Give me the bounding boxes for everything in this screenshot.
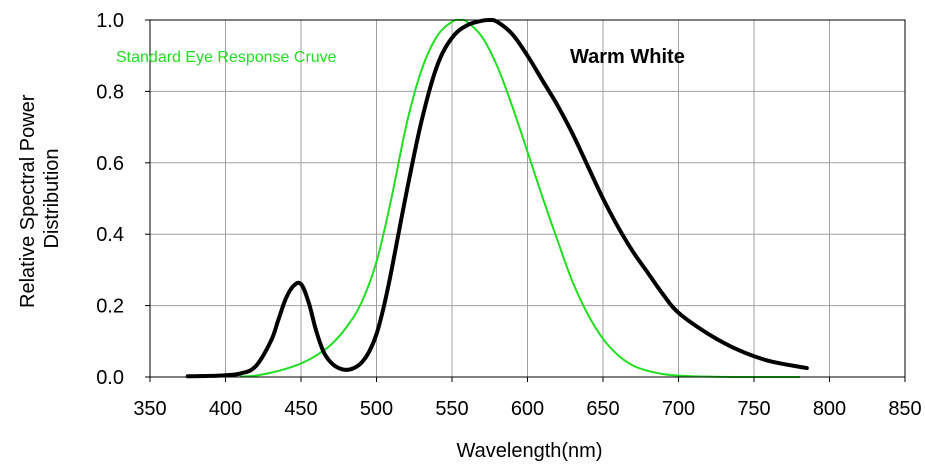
x-tick-label: 750 [737, 398, 770, 420]
y-tick-label: 0.4 [96, 224, 124, 246]
grid [149, 19, 906, 378]
annotation-warm-white: Warm White [570, 46, 685, 68]
eye-response-line [239, 18, 801, 379]
x-tick-labels: 350 400 450 500 550 600 650 700 750 800 850 [133, 377, 922, 420]
y-tick-label: 0.0 [96, 367, 124, 389]
y-tick-label: 1.0 [96, 10, 124, 32]
x-tick-label: 850 [888, 398, 921, 420]
x-tick-label: 350 [133, 398, 166, 420]
warm-white-line [185, 17, 809, 379]
y-tick-label: 0.8 [96, 81, 124, 103]
y-tick-label: 0.6 [96, 153, 124, 175]
y-axis-label: Relative Spectral Power Distribution [17, 89, 63, 308]
x-tick-label: 450 [284, 398, 317, 420]
x-tick-label: 700 [662, 398, 695, 420]
x-tick-label: 400 [209, 398, 242, 420]
y-axis-label-line-1: Relative Spectral Power [17, 94, 39, 308]
series-group [185, 17, 809, 379]
y-tick-labels: 0.0 0.2 0.4 0.6 0.8 1.0 [96, 10, 150, 389]
y-tick-label: 0.2 [96, 296, 124, 318]
x-tick-label: 800 [813, 398, 846, 420]
annotation-eye-response: Standard Eye Response Cruve [116, 49, 337, 66]
x-tick-label: 550 [435, 398, 468, 420]
x-axis-label: Wavelength(nm) [457, 440, 603, 462]
x-tick-label: 500 [360, 398, 393, 420]
x-tick-label: 600 [511, 398, 544, 420]
y-axis-label-line-2: Distribution [41, 148, 63, 248]
x-tick-label: 650 [586, 398, 619, 420]
